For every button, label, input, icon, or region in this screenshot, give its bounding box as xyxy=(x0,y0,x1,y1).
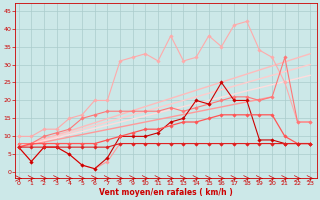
X-axis label: Vent moyen/en rafales ( km/h ): Vent moyen/en rafales ( km/h ) xyxy=(99,188,233,197)
